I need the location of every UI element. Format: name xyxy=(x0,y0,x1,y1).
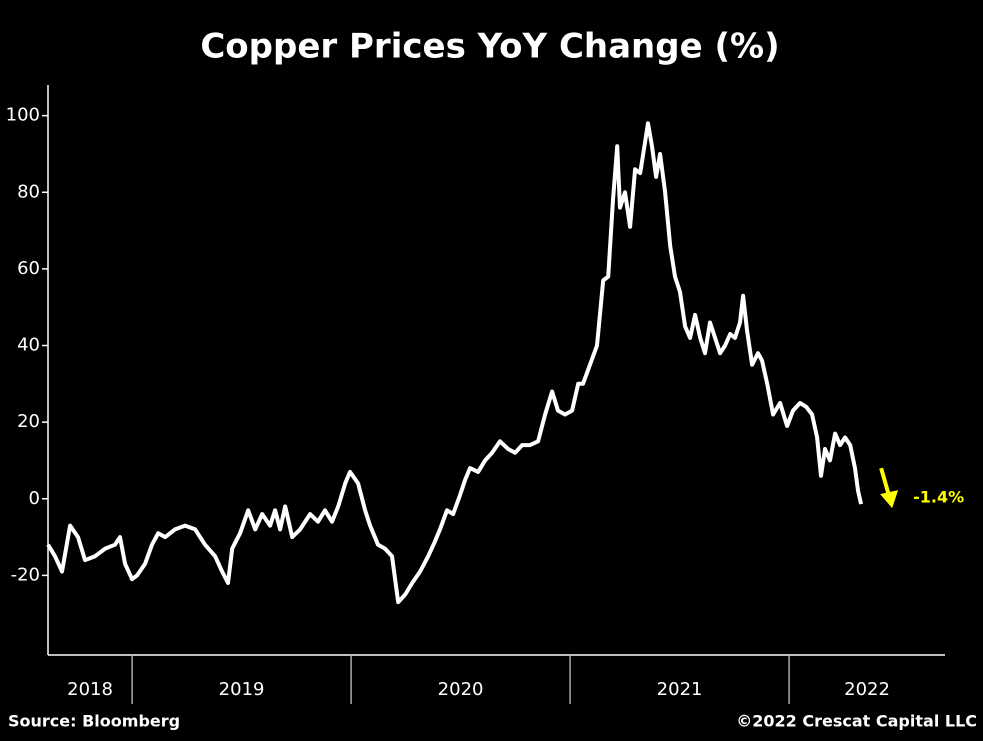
chart-title: Copper Prices YoY Change (%) xyxy=(200,27,779,67)
source-note: Source: Bloomberg xyxy=(8,712,180,731)
y-tick-label: 60 xyxy=(17,258,40,279)
annotation-arrow xyxy=(879,467,892,497)
x-tick-label: 2021 xyxy=(657,679,703,700)
copyright-note: ©2022 Crescat Capital LLC xyxy=(736,712,977,731)
x-tick-label: 2020 xyxy=(438,679,484,700)
y-tick-label: 0 xyxy=(29,488,40,509)
data-line xyxy=(46,121,864,605)
annotation-label: -1.4% xyxy=(913,488,964,507)
y-tick-label: 80 xyxy=(17,181,40,202)
y-tick-label: 100 xyxy=(6,105,40,126)
y-tick-label: 40 xyxy=(17,335,40,356)
y-tick-label: 20 xyxy=(17,411,40,432)
y-tick-label: -20 xyxy=(11,564,40,585)
annotation-arrowhead xyxy=(880,490,899,509)
x-tick-label: 2018 xyxy=(67,679,113,700)
x-tick-label: 2022 xyxy=(844,679,890,700)
x-tick-label: 2019 xyxy=(219,679,265,700)
